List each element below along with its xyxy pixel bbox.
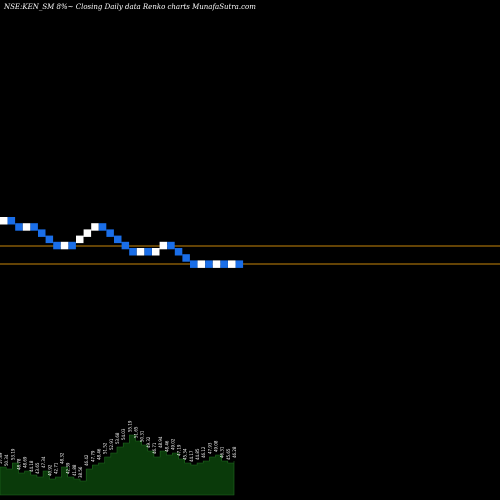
renko-brick bbox=[159, 241, 168, 250]
volume-value-label: 38.56 bbox=[78, 466, 83, 478]
renko-brick bbox=[235, 260, 244, 268]
volume-value-label: 47.19 bbox=[177, 444, 182, 456]
renko-brick bbox=[205, 260, 213, 268]
renko-brick bbox=[60, 241, 69, 250]
volume-value-label: 46.28 bbox=[232, 446, 237, 458]
renko-brick bbox=[174, 248, 183, 256]
renko-brick bbox=[22, 223, 31, 231]
renko-brick bbox=[182, 254, 190, 262]
volume-value-label: 43.65 bbox=[35, 462, 40, 474]
volume-value-label: 44.17 bbox=[189, 450, 194, 462]
renko-brick bbox=[15, 223, 23, 231]
volume-value-label: 55.19 bbox=[127, 420, 132, 432]
chart-title: NSE:KEN_SM 8%~ Closing Daily data Renko … bbox=[4, 3, 256, 11]
volume-value-label: 50.34 bbox=[4, 454, 9, 466]
renko-brick bbox=[144, 248, 152, 256]
renko-brick bbox=[98, 223, 107, 231]
volume-value-label: 57.89 bbox=[0, 452, 3, 464]
volume-value-label: 50.31 bbox=[140, 430, 145, 442]
volume-area bbox=[0, 434, 235, 496]
renko-brick bbox=[114, 235, 122, 244]
renko-brick bbox=[106, 229, 114, 237]
volume-value-label: 40.92 bbox=[47, 464, 52, 476]
renko-brick bbox=[167, 241, 175, 250]
volume-value-label: 42.71 bbox=[53, 462, 58, 474]
renko-brick bbox=[228, 260, 236, 268]
volume-value-label: 44.85 bbox=[195, 448, 200, 460]
renko-brick bbox=[45, 235, 54, 244]
renko-brick bbox=[190, 260, 198, 268]
volume-value-label: 48.78 bbox=[17, 458, 22, 470]
volume-value-label: 48.32 bbox=[60, 452, 65, 464]
renko-brick bbox=[83, 229, 92, 237]
volume-value-label: 46.31 bbox=[220, 446, 225, 458]
volume-value-label: 49.32 bbox=[146, 436, 151, 448]
volume-value-label: 49.08 bbox=[214, 440, 219, 452]
volume-value-label: 51.52 bbox=[103, 442, 108, 454]
renko-brick bbox=[53, 241, 61, 250]
renko-brick bbox=[152, 248, 160, 256]
volume-value-label: 53.19 bbox=[10, 448, 15, 460]
volume-value-label: 48.69 bbox=[23, 456, 28, 468]
renko-brick bbox=[0, 217, 8, 225]
renko-brick bbox=[76, 235, 84, 244]
renko-brick bbox=[7, 217, 16, 225]
volume-value-label: 47.93 bbox=[207, 442, 212, 454]
renko-brick bbox=[220, 260, 228, 268]
volume-value-label: 53.68 bbox=[115, 432, 120, 444]
volume-value-label: 46.42 bbox=[84, 454, 89, 466]
renko-brick bbox=[68, 241, 76, 250]
volume-value-label: 54.03 bbox=[121, 428, 126, 440]
volume-value-label: 47.34 bbox=[41, 456, 46, 468]
volume-value-label: 49.02 bbox=[170, 438, 175, 450]
renko-brick bbox=[121, 241, 130, 250]
volume-value-label: 48.46 bbox=[164, 440, 169, 452]
volume-value-label: 44.18 bbox=[29, 460, 34, 472]
volume-value-label: 45.34 bbox=[183, 448, 188, 460]
renko-brick bbox=[30, 223, 38, 231]
renko-brick bbox=[38, 229, 46, 237]
volume-value-label: 47.79 bbox=[90, 450, 95, 462]
volume-value-label: 42.39 bbox=[66, 462, 71, 474]
volume-value-label: 52.91 bbox=[109, 438, 114, 450]
volume-value-label: 48.46 bbox=[97, 448, 102, 460]
volume-value-label: 51.65 bbox=[134, 426, 139, 438]
volume-value-label: 45.65 bbox=[226, 448, 231, 460]
renko-brick bbox=[129, 248, 137, 256]
renko-brick bbox=[91, 223, 99, 231]
volume-value-label: 41.88 bbox=[72, 464, 77, 476]
volume-value-label: 48.94 bbox=[158, 436, 163, 448]
renko-brick bbox=[212, 260, 221, 268]
volume-value-label: 46.12 bbox=[201, 446, 206, 458]
renko-brick bbox=[136, 248, 145, 256]
renko-brick bbox=[197, 260, 206, 268]
volume-value-label: 46.71 bbox=[152, 442, 157, 454]
